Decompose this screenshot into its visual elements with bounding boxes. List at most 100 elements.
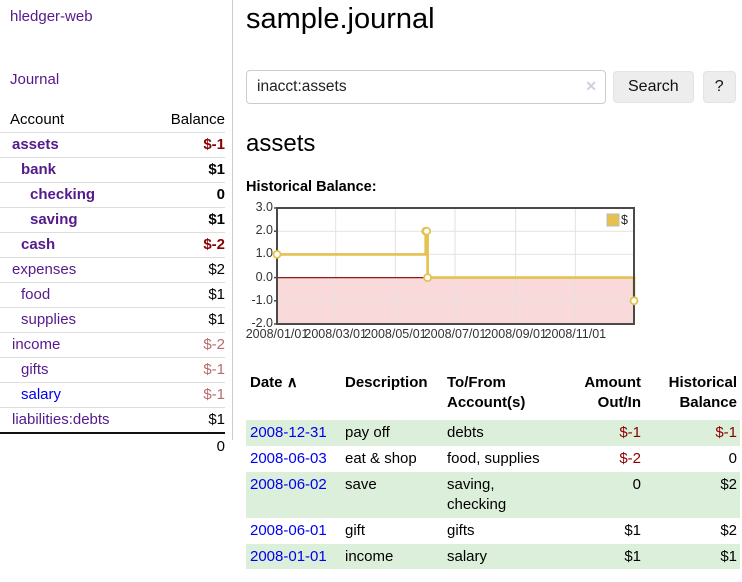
account-link[interactable]: liabilities:debts — [12, 411, 110, 428]
transaction-description: eat & shop — [345, 449, 417, 467]
y-axis-tick-label: -2.0 — [251, 315, 273, 330]
account-link[interactable]: salary — [21, 386, 62, 403]
transaction-balance: $2 — [720, 475, 737, 493]
clear-search-icon[interactable]: ✕ — [585, 78, 597, 95]
account-link[interactable]: assets — [12, 136, 59, 153]
main-content: sample.journal ✕ Search ? assets Histori… — [245, 0, 740, 570]
account-row: assets $-1 — [0, 132, 225, 158]
y-axis-tick-label: 1.0 — [255, 246, 273, 261]
transaction-row: 2008-12-31 pay off debts $-1 $-1 — [246, 419, 740, 446]
search-button[interactable]: Search — [613, 71, 694, 104]
transaction-description: income — [345, 547, 394, 565]
help-button[interactable]: ? — [702, 71, 736, 104]
account-row: liabilities:debts $1 — [0, 407, 225, 434]
app-brand-link[interactable]: hledger-web — [10, 8, 93, 25]
search-form: ✕ Search ? — [246, 70, 740, 105]
account-balance: $1 — [208, 311, 225, 328]
date-column-header[interactable]: Date ∧ — [250, 373, 298, 391]
accounts-total-row: 0 — [0, 433, 225, 459]
historical-balance-chart: $ — [272, 206, 639, 325]
x-axis-tick-label: 2008/11/01 — [544, 326, 607, 341]
transaction-accounts: food, supplies — [447, 449, 540, 467]
historical-balance-chart-area: $ 3.0 2.0 1.0 0.0 -1.0 -2.0 2008/01/01 2008/03/… — [245, 200, 646, 345]
account-row: cash $-2 — [0, 232, 225, 258]
account-balance: 0 — [216, 186, 225, 203]
account-balance: $-2 — [203, 336, 225, 353]
sidebar-item-journal[interactable]: Journal — [10, 71, 60, 88]
account-row: checking 0 — [0, 182, 225, 208]
page-title: sample.journal — [246, 3, 435, 35]
account-balance: $1 — [208, 411, 225, 428]
account-row: salary $-1 — [0, 382, 225, 408]
register-table: Date ∧ Description To/From Account(s) Am… — [246, 371, 740, 570]
transaction-row: 2008-06-03 eat & shop food, supplies $-2… — [246, 446, 740, 472]
x-axis-tick-label: 2008/09/01 — [484, 326, 547, 341]
account-balance: $1 — [208, 161, 225, 178]
account-link[interactable]: saving — [30, 211, 78, 228]
account-link[interactable]: cash — [21, 236, 56, 253]
account-row: food $1 — [0, 282, 225, 308]
transaction-accounts: salary — [447, 547, 488, 565]
transaction-amount: $1 — [624, 547, 641, 565]
account-link[interactable]: expenses — [12, 261, 77, 278]
transaction-balance: 0 — [728, 449, 737, 467]
search-input[interactable] — [246, 70, 606, 105]
transaction-balance: $-1 — [715, 423, 737, 441]
account-link[interactable]: food — [21, 286, 51, 303]
transaction-date-link[interactable]: 2008-01-01 — [250, 547, 327, 565]
sidebar: hledger-web Journal Account Balance asse… — [0, 0, 233, 455]
chart-section-label: Historical Balance: — [246, 178, 377, 195]
account-link[interactable]: bank — [21, 161, 57, 178]
transaction-description: save — [345, 475, 377, 493]
account-row: bank $1 — [0, 157, 225, 183]
accounts-column-header: To/From Account(s) — [447, 373, 526, 411]
account-row: gifts $-1 — [0, 357, 225, 383]
account-row: expenses $2 — [0, 257, 225, 283]
account-balance: $1 — [208, 286, 225, 303]
sort-asc-icon: ∧ — [286, 373, 298, 391]
x-axis-tick-label: 2008/05/01 — [364, 326, 427, 341]
transaction-accounts: gifts — [447, 521, 475, 539]
transaction-description: gift — [345, 521, 366, 539]
register-rows: 2008-12-31 pay off debts $-1 $-1 2008-06… — [246, 419, 740, 570]
account-link[interactable]: gifts — [21, 361, 49, 378]
transaction-date-link[interactable]: 2008-06-01 — [250, 521, 327, 539]
account-balance: $1 — [208, 211, 225, 228]
account-balance: $-1 — [203, 386, 225, 403]
account-row: income $-2 — [0, 332, 225, 358]
y-axis-tick-label: 3.0 — [255, 199, 273, 214]
y-axis-tick-label: 0.0 — [255, 269, 273, 284]
transaction-amount: $-1 — [619, 423, 641, 441]
balance-column-header: Balance — [170, 111, 225, 128]
legend-swatch — [606, 213, 620, 227]
account-balance: $-2 — [203, 236, 225, 253]
y-axis-tick-label: 2.0 — [255, 223, 273, 238]
account-link[interactable]: income — [12, 336, 61, 353]
transaction-row: 2008-06-02 save saving, checking 0 $2 — [246, 471, 740, 518]
account-link[interactable]: supplies — [21, 311, 77, 328]
transaction-balance: $2 — [720, 521, 737, 539]
account-link[interactable]: checking — [30, 186, 96, 203]
account-row: saving $1 — [0, 207, 225, 233]
transaction-row: 2008-06-01 gift gifts $1 $2 — [246, 518, 740, 544]
legend-label: $ — [621, 213, 628, 227]
transaction-date-link[interactable]: 2008-06-03 — [250, 449, 327, 467]
transaction-accounts: debts — [447, 423, 484, 441]
transaction-amount: 0 — [632, 475, 641, 493]
account-tree: assets $-1 bank $1 checking 0 saving $1 … — [0, 132, 225, 460]
transaction-accounts: saving, checking — [447, 475, 507, 513]
transaction-date-link[interactable]: 2008-06-02 — [250, 475, 327, 493]
x-axis-tick-label: 2008/01/01 — [245, 326, 309, 341]
transaction-description: pay off — [345, 423, 390, 441]
transaction-date-link[interactable]: 2008-12-31 — [250, 423, 327, 441]
account-balance: $2 — [208, 261, 225, 278]
transaction-balance: $1 — [720, 547, 737, 565]
transaction-amount: $-2 — [619, 449, 641, 467]
account-heading: assets — [246, 130, 316, 158]
transaction-amount: $1 — [624, 521, 641, 539]
account-column-header: Account — [10, 111, 65, 128]
amount-column-header: Amount Out/In — [584, 373, 641, 411]
x-axis-tick-label: 2008/03/01 — [304, 326, 367, 341]
account-balance-table: Account Balance assets $-1 bank $1 check… — [0, 108, 225, 459]
account-row: supplies $1 — [0, 307, 225, 333]
